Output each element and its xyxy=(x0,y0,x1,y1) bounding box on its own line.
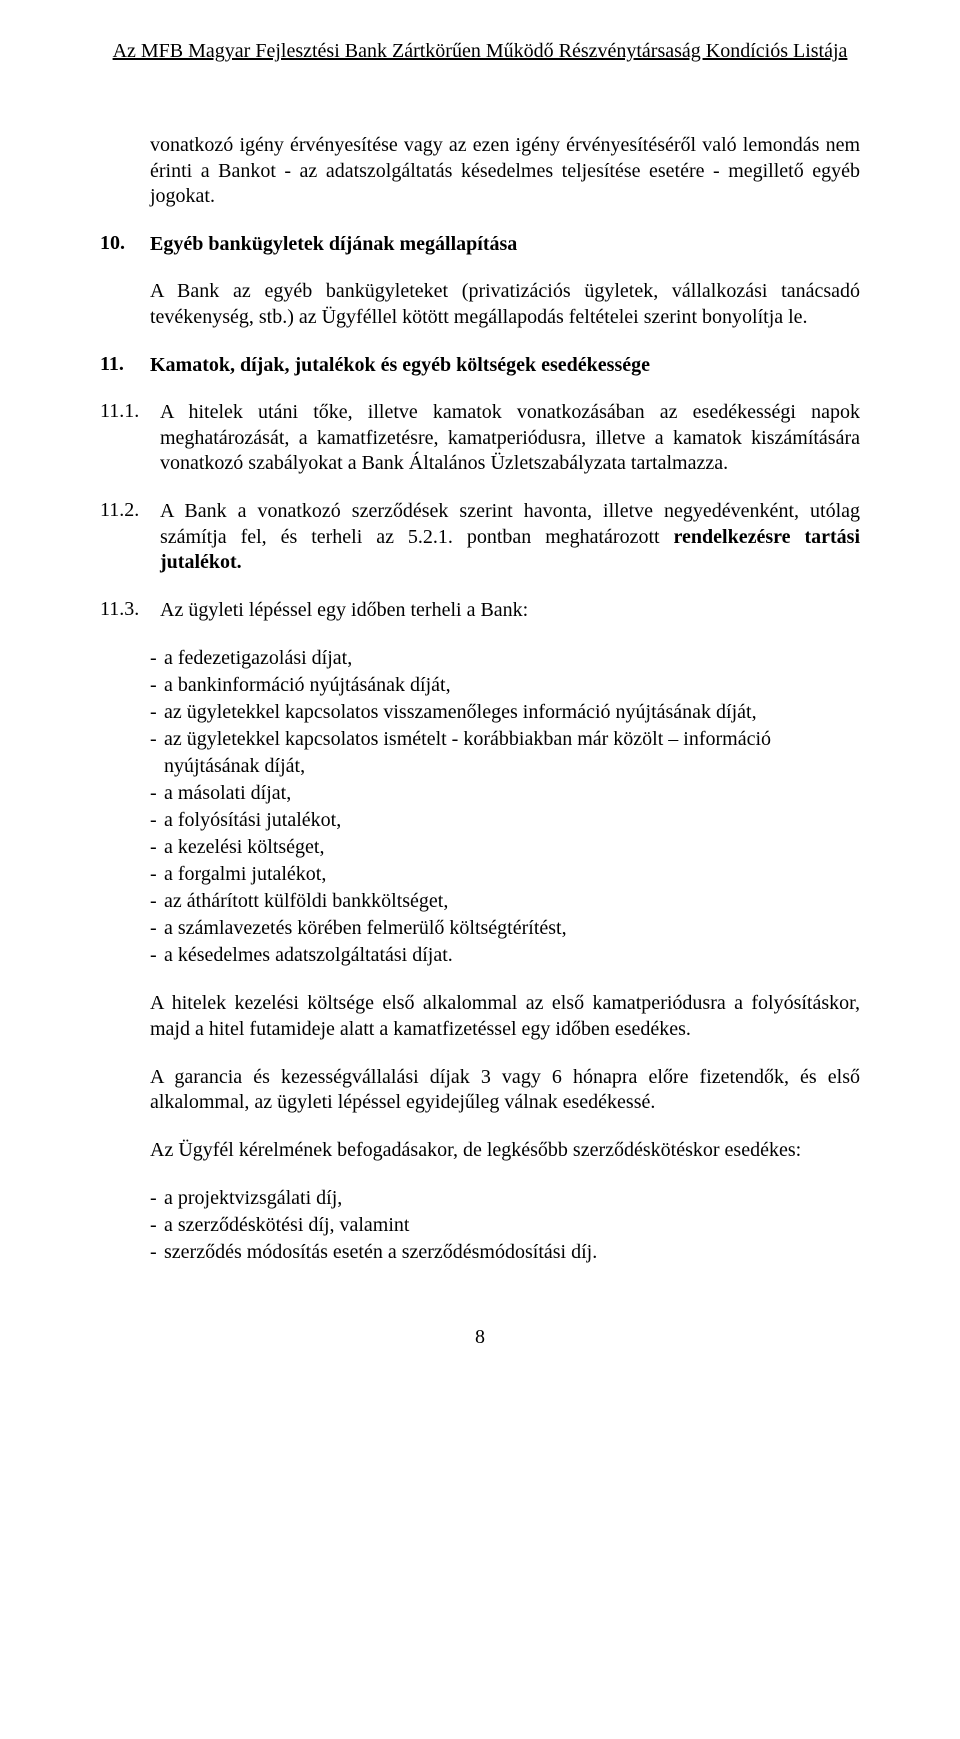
section-11-3-para1: A hitelek kezelési költsége első alkalom… xyxy=(150,991,860,1042)
bullet-item: -a forgalmi jutalékot, xyxy=(150,861,860,888)
section-11-1-body: A hitelek utáni tőke, illetve kamatok vo… xyxy=(160,400,860,477)
section-10-number: 10. xyxy=(100,232,150,255)
bullet-item: -a szerződéskötési díj, valamint xyxy=(150,1212,860,1239)
bullet-item: -a kezelési költséget, xyxy=(150,834,860,861)
bullet-dash: - xyxy=(150,807,164,834)
bullet-dash: - xyxy=(150,834,164,861)
bullet-text: az ügyletekkel kapcsolatos ismételt - ko… xyxy=(164,726,860,780)
bullet-text: a kezelési költséget, xyxy=(164,834,860,861)
section-11-3-number: 11.3. xyxy=(100,598,160,621)
bullet-dash: - xyxy=(150,915,164,942)
bullet-item: -a folyósítási jutalékot, xyxy=(150,807,860,834)
section-11-number: 11. xyxy=(100,353,150,376)
bullet-dash: - xyxy=(150,861,164,888)
bullet-item: -az áthárított külföldi bankköltséget, xyxy=(150,888,860,915)
bullet-dash: - xyxy=(150,1239,164,1266)
bullet-item: -az ügyletekkel kapcsolatos visszamenőle… xyxy=(150,699,860,726)
bullet-item: -a késedelmes adatszolgáltatási díjat. xyxy=(150,942,860,969)
section-10-title: Egyéb bankügyletek díjának megállapítása xyxy=(150,232,860,258)
section-11-3-para2: A garancia és kezességvállalási díjak 3 … xyxy=(150,1065,860,1116)
bullet-dash: - xyxy=(150,1185,164,1212)
section-11-3-para3: Az Ügyfél kérelmének befogadásakor, de l… xyxy=(150,1138,860,1164)
bullet-dash: - xyxy=(150,672,164,699)
section-11-3-intro: Az ügyleti lépéssel egy időben terheli a… xyxy=(160,598,860,624)
bullet-item: -szerződés módosítás esetén a szerződésm… xyxy=(150,1239,860,1266)
bullet-dash: - xyxy=(150,942,164,969)
bullet-text: szerződés módosítás esetén a szerződésmó… xyxy=(164,1239,860,1266)
section-11: 11. Kamatok, díjak, jutalékok és egyéb k… xyxy=(100,353,860,379)
bullet-text: a késedelmes adatszolgáltatási díjat. xyxy=(164,942,860,969)
section-11-3-bullets-2: -a projektvizsgálati díj,-a szerződésköt… xyxy=(150,1185,860,1266)
section-11-1: 11.1. A hitelek utáni tőke, illetve kama… xyxy=(100,400,860,477)
section-11-2-body: A Bank a vonatkozó szerződések szerint h… xyxy=(160,499,860,576)
document-page: Az MFB Magyar Fejlesztési Bank Zártkörűe… xyxy=(0,0,960,1739)
bullet-text: a szerződéskötési díj, valamint xyxy=(164,1212,860,1239)
section-11-3: 11.3. Az ügyleti lépéssel egy időben ter… xyxy=(100,598,860,624)
section-11-2-number: 11.2. xyxy=(100,499,160,522)
bullet-dash: - xyxy=(150,726,164,780)
bullet-text: a számlavezetés körében felmerülő költsé… xyxy=(164,915,860,942)
section-11-3-bullets: -a fedezetigazolási díjat,-a bankinformá… xyxy=(150,645,860,969)
bullet-item: -a fedezetigazolási díjat, xyxy=(150,645,860,672)
bullet-text: a forgalmi jutalékot, xyxy=(164,861,860,888)
bullet-item: -a projektvizsgálati díj, xyxy=(150,1185,860,1212)
section-11-2: 11.2. A Bank a vonatkozó szerződések sze… xyxy=(100,499,860,576)
page-number: 8 xyxy=(100,1326,860,1349)
bullet-text: a másolati díjat, xyxy=(164,780,860,807)
bullet-item: -a másolati díjat, xyxy=(150,780,860,807)
section-11-1-number: 11.1. xyxy=(100,400,160,423)
intro-paragraph: vonatkozó igény érvényesítése vagy az ez… xyxy=(150,133,860,210)
bullet-text: a fedezetigazolási díjat, xyxy=(164,645,860,672)
bullet-dash: - xyxy=(150,780,164,807)
bullet-text: az ügyletekkel kapcsolatos visszamenőleg… xyxy=(164,699,860,726)
section-10: 10. Egyéb bankügyletek díjának megállapí… xyxy=(100,232,860,258)
bullet-dash: - xyxy=(150,888,164,915)
bullet-text: a projektvizsgálati díj, xyxy=(164,1185,860,1212)
bullet-text: a folyósítási jutalékot, xyxy=(164,807,860,834)
bullet-dash: - xyxy=(150,645,164,672)
bullet-dash: - xyxy=(150,699,164,726)
bullet-text: az áthárított külföldi bankköltséget, xyxy=(164,888,860,915)
bullet-item: -az ügyletekkel kapcsolatos ismételt - k… xyxy=(150,726,860,780)
section-10-body: A Bank az egyéb bankügyleteket (privatiz… xyxy=(150,279,860,330)
bullet-item: -a bankinformáció nyújtásának díját, xyxy=(150,672,860,699)
bullet-dash: - xyxy=(150,1212,164,1239)
bullet-text: a bankinformáció nyújtásának díját, xyxy=(164,672,860,699)
bullet-item: -a számlavezetés körében felmerülő költs… xyxy=(150,915,860,942)
page-header: Az MFB Magyar Fejlesztési Bank Zártkörűe… xyxy=(100,40,860,63)
section-11-title: Kamatok, díjak, jutalékok és egyéb költs… xyxy=(150,353,860,379)
